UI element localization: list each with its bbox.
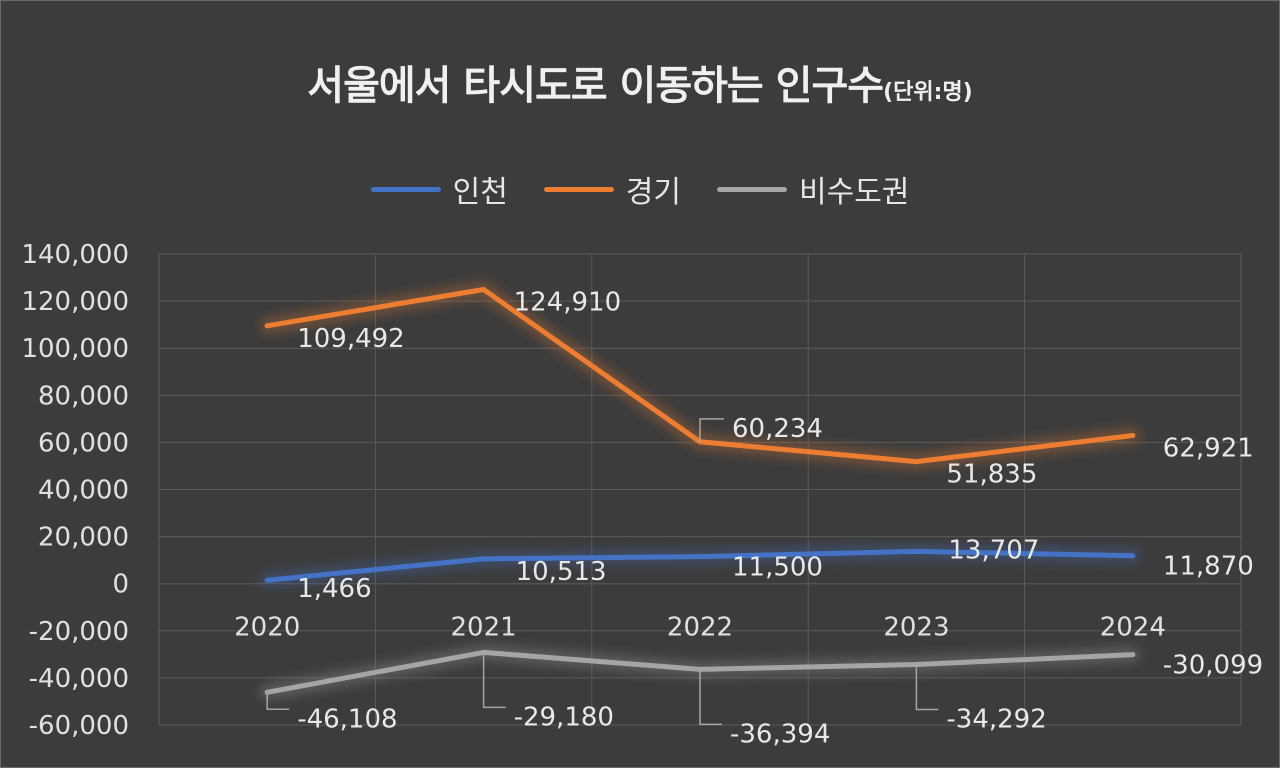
- y-tick-label: -40,000: [29, 664, 129, 694]
- data-point-incheon: [481, 556, 487, 562]
- x-tick-label: 2023: [883, 613, 949, 643]
- chart-title-main: 서울에서 타시도로 이동하는 인구수: [307, 63, 884, 109]
- y-tick-label: 100,000: [21, 334, 129, 364]
- data-label-non-capital: -29,180: [514, 702, 614, 732]
- y-tick-label: 120,000: [21, 287, 129, 317]
- data-label-non-capital: -36,394: [730, 719, 830, 749]
- label-leader-line: [482, 652, 506, 709]
- data-point-incheon: [697, 554, 703, 560]
- data-point-gyeonggi: [264, 323, 270, 329]
- legend-swatch-gyeonggi: [543, 186, 614, 192]
- label-leader-line: [266, 692, 290, 711]
- y-tick-label: 40,000: [38, 476, 129, 506]
- data-point-gyeonggi: [481, 287, 487, 293]
- data-label-gyeonggi: 60,234: [732, 414, 823, 444]
- legend-item-incheon: 인천: [370, 167, 508, 211]
- label-leader-line: [699, 418, 724, 442]
- legend-label-non-capital: 비수도권: [799, 175, 910, 210]
- label-leader-line: [915, 664, 939, 711]
- data-label-non-capital: -46,108: [297, 704, 397, 734]
- x-tick-label: 2021: [451, 613, 517, 643]
- data-point-non-capital: [1130, 652, 1136, 658]
- y-tick-label: 60,000: [38, 428, 129, 458]
- x-tick-label: 2020: [234, 613, 300, 643]
- label-leader-line: [699, 669, 722, 726]
- data-label-incheon: 11,870: [1163, 552, 1254, 582]
- y-tick-label: 20,000: [38, 523, 129, 553]
- data-label-gyeonggi: 124,910: [514, 288, 622, 318]
- y-tick-label: 80,000: [38, 381, 129, 411]
- legend-label-gyeonggi: 경기: [625, 175, 681, 210]
- y-tick-label: -20,000: [29, 617, 129, 647]
- x-tick-label: 2022: [667, 613, 733, 643]
- legend-swatch-incheon: [370, 186, 441, 192]
- data-point-gyeonggi: [1130, 433, 1136, 439]
- data-label-incheon: 13,707: [948, 535, 1039, 565]
- data-point-gyeonggi: [913, 459, 919, 465]
- y-tick-label: 0: [112, 570, 129, 600]
- data-point-incheon: [913, 548, 919, 554]
- x-tick-label: 2024: [1100, 613, 1166, 643]
- legend-item-gyeonggi: 경기: [543, 167, 681, 211]
- legend-item-non-capital: 비수도권: [717, 167, 909, 211]
- data-label-incheon: 11,500: [732, 553, 823, 583]
- data-label-incheon: 1,466: [297, 574, 371, 604]
- data-label-incheon: 10,513: [516, 557, 607, 587]
- data-label-non-capital: -34,292: [946, 704, 1046, 734]
- data-point-incheon: [1130, 553, 1136, 559]
- chart-title: 서울에서 타시도로 이동하는 인구수(단위:명): [1, 53, 1279, 111]
- data-point-incheon: [264, 577, 270, 583]
- data-label-non-capital: -30,099: [1163, 651, 1263, 681]
- chart-legend: 인천 경기 비수도권: [1, 167, 1279, 211]
- chart-title-unit: (단위:명): [883, 80, 973, 105]
- data-label-gyeonggi: 109,492: [297, 324, 405, 354]
- legend-label-incheon: 인천: [452, 175, 508, 210]
- y-tick-label: -60,000: [29, 711, 129, 741]
- data-label-gyeonggi: 62,921: [1163, 434, 1254, 464]
- y-tick-label: 140,000: [21, 240, 129, 270]
- data-label-gyeonggi: 51,835: [946, 460, 1037, 490]
- legend-swatch-non-capital: [717, 186, 787, 192]
